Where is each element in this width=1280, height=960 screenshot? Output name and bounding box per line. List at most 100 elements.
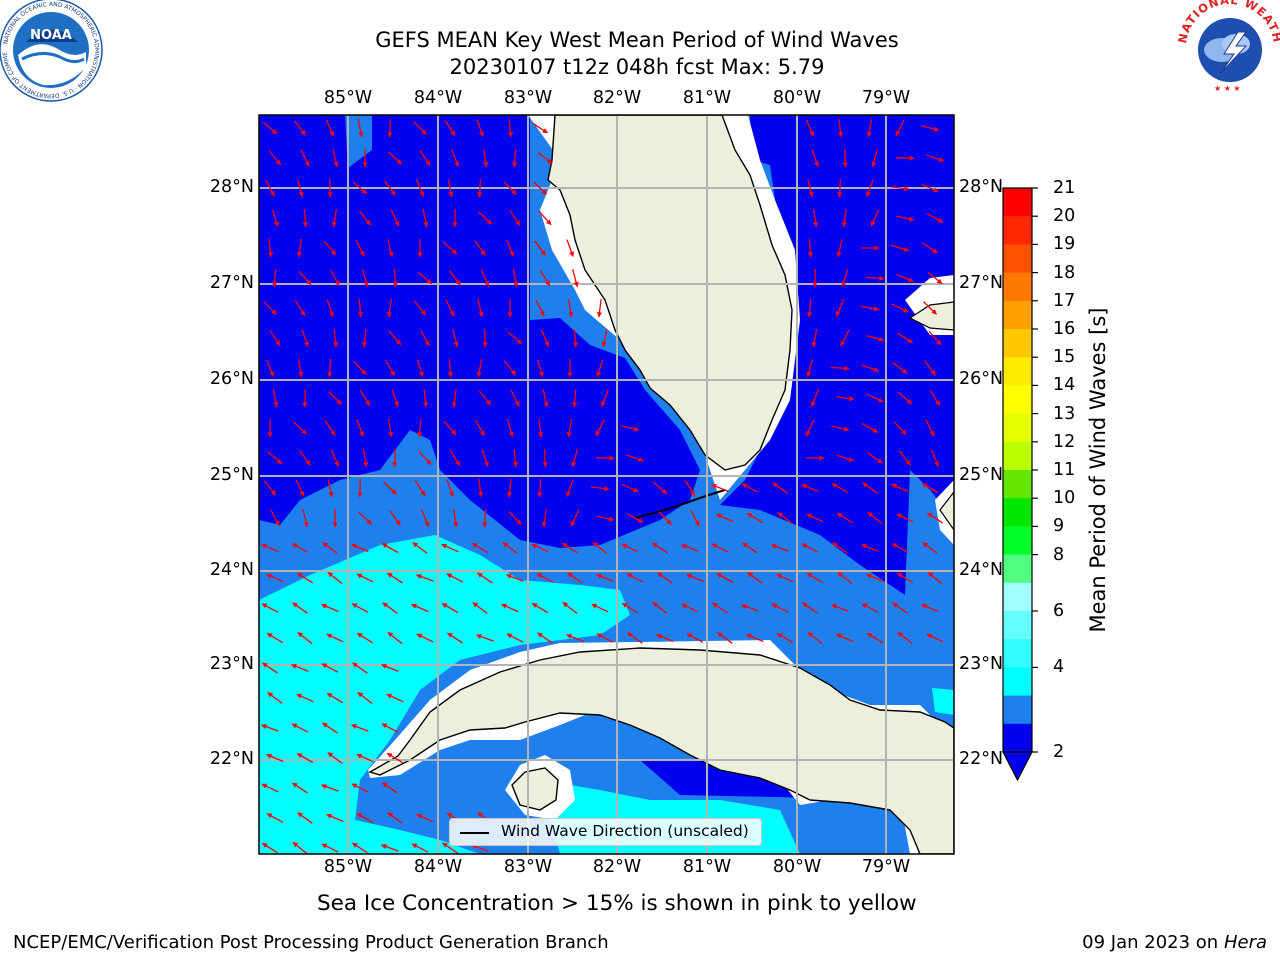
- wave-direction-arrow: [352, 842, 368, 854]
- wave-direction-arrow: [322, 722, 338, 734]
- wave-direction-arrow: [292, 782, 308, 794]
- colorbar-segment: [1003, 526, 1032, 556]
- wave-direction-arrow: [866, 335, 885, 342]
- wave-direction-arrow: [291, 543, 309, 553]
- map-legend: Wind Wave Direction (unscaled): [449, 818, 762, 846]
- footer-credit: NCEP/EMC/Verification Post Processing Pr…: [13, 932, 609, 953]
- wave-direction-arrow: [323, 240, 337, 256]
- lon-label-bottom: 85°W: [323, 857, 373, 877]
- wave-direction-arrow: [539, 270, 551, 287]
- wave-direction-arrow: [840, 329, 850, 347]
- wave-direction-arrow: [449, 270, 461, 286]
- wave-direction-arrow: [621, 425, 640, 432]
- wave-direction-arrow: [421, 509, 430, 527]
- wave-direction-arrow: [921, 603, 939, 612]
- wave-direction-arrow: [807, 238, 813, 258]
- wave-direction-arrow: [506, 633, 524, 643]
- wave-direction-arrow: [381, 542, 399, 554]
- wave-direction-arrow: [417, 418, 423, 438]
- wave-direction-arrow: [870, 209, 880, 227]
- wave-direction-arrow: [356, 632, 373, 644]
- wave-direction-arrow: [811, 149, 819, 168]
- wave-direction-arrow: [387, 239, 394, 258]
- wave-direction-arrow: [295, 479, 305, 497]
- wave-direction-arrow: [596, 359, 604, 378]
- wave-direction-arrow: [811, 329, 818, 348]
- wave-direction-arrow: [412, 542, 428, 554]
- wave-direction-arrow: [326, 299, 334, 318]
- wave-direction-arrow: [534, 240, 546, 256]
- wave-direction-arrow: [621, 543, 639, 553]
- footer-machine: Hera: [1223, 932, 1267, 953]
- wave-direction-arrow: [265, 179, 275, 197]
- wave-direction-arrow: [542, 448, 548, 468]
- wave-direction-arrow: [476, 359, 483, 378]
- lat-label-right: 28°N: [959, 177, 1004, 197]
- land-andros: [939, 491, 954, 532]
- wave-direction-arrow: [503, 360, 517, 376]
- wave-direction-arrow: [572, 388, 578, 408]
- lat-label-right: 26°N: [959, 369, 1004, 389]
- wave-direction-arrow: [266, 632, 284, 644]
- wave-direction-arrow: [326, 813, 344, 823]
- wave-direction-arrow: [387, 151, 403, 165]
- wave-direction-arrow: [861, 603, 879, 613]
- wave-direction-arrow: [442, 842, 458, 854]
- lat-label-left: 28°N: [209, 177, 254, 197]
- wave-direction-arrow: [867, 452, 883, 464]
- wave-direction-arrow: [832, 542, 848, 554]
- wave-direction-arrow: [298, 270, 312, 286]
- wave-direction-arrow: [541, 508, 547, 528]
- wave-direction-arrow: [321, 603, 339, 612]
- lon-label-bottom: 82°W: [592, 857, 642, 877]
- wave-direction-arrow: [811, 389, 819, 407]
- nws-logo: NATIONAL WEATHER SERVICE ★ ★ ★: [1176, 0, 1280, 100]
- noaa-logo: NOAA NATIONAL OCEANIC AND ATMOSPHERIC AD…: [0, 0, 103, 102]
- wave-direction-arrow: [330, 449, 340, 467]
- wave-direction-arrow: [896, 513, 914, 523]
- wind-wave-vectors: [261, 118, 945, 854]
- wave-direction-arrow: [538, 210, 552, 226]
- wave-direction-arrow: [861, 422, 879, 434]
- colorbar-segment: [1003, 385, 1032, 415]
- wave-direction-arrow: [926, 633, 944, 643]
- wave-direction-arrow: [806, 513, 824, 523]
- wave-direction-arrow: [596, 573, 614, 582]
- wave-direction-arrow: [502, 541, 518, 555]
- wave-direction-arrow: [891, 303, 909, 313]
- wave-direction-arrow: [420, 329, 430, 347]
- wave-band-6-8-east: [932, 688, 954, 715]
- wave-direction-arrow: [411, 603, 429, 613]
- wave-direction-arrow: [291, 664, 309, 672]
- wave-direction-arrow: [512, 269, 519, 288]
- lon-label-bottom: 79°W: [861, 857, 911, 877]
- wave-direction-arrow: [451, 388, 458, 408]
- wave-direction-arrow: [352, 181, 368, 195]
- wave-direction-arrow: [509, 210, 521, 226]
- colorbar-tick-label: 19: [1053, 234, 1076, 255]
- wave-direction-arrow: [321, 784, 339, 792]
- wave-direction-arrow: [541, 329, 550, 347]
- wave-direction-arrow: [600, 389, 609, 407]
- wave-direction-arrow: [537, 151, 553, 165]
- wave-direction-arrow: [452, 509, 459, 528]
- lat-label-right: 23°N: [959, 654, 1004, 674]
- wave-direction-arrow: [476, 634, 494, 642]
- wave-direction-arrow: [621, 483, 639, 493]
- wave-direction-arrow: [441, 543, 459, 553]
- wave-direction-arrow: [361, 328, 368, 348]
- wave-direction-arrow: [503, 181, 517, 195]
- colorbar-segment: [1003, 470, 1032, 499]
- wave-direction-arrow: [890, 185, 910, 192]
- wave-direction-arrow: [892, 602, 908, 614]
- wave-direction-arrow: [297, 179, 304, 198]
- wave-direction-arrow: [921, 183, 939, 193]
- wave-direction-arrow: [443, 420, 457, 436]
- wave-direction-arrow: [387, 812, 403, 824]
- wave-direction-arrow: [262, 662, 278, 674]
- wave-direction-arrow: [326, 692, 344, 704]
- sea-ice-note: Sea Ice Concentration > 15% is shown in …: [317, 891, 917, 916]
- wave-direction-arrow: [480, 269, 490, 287]
- wave-direction-arrow: [422, 388, 429, 408]
